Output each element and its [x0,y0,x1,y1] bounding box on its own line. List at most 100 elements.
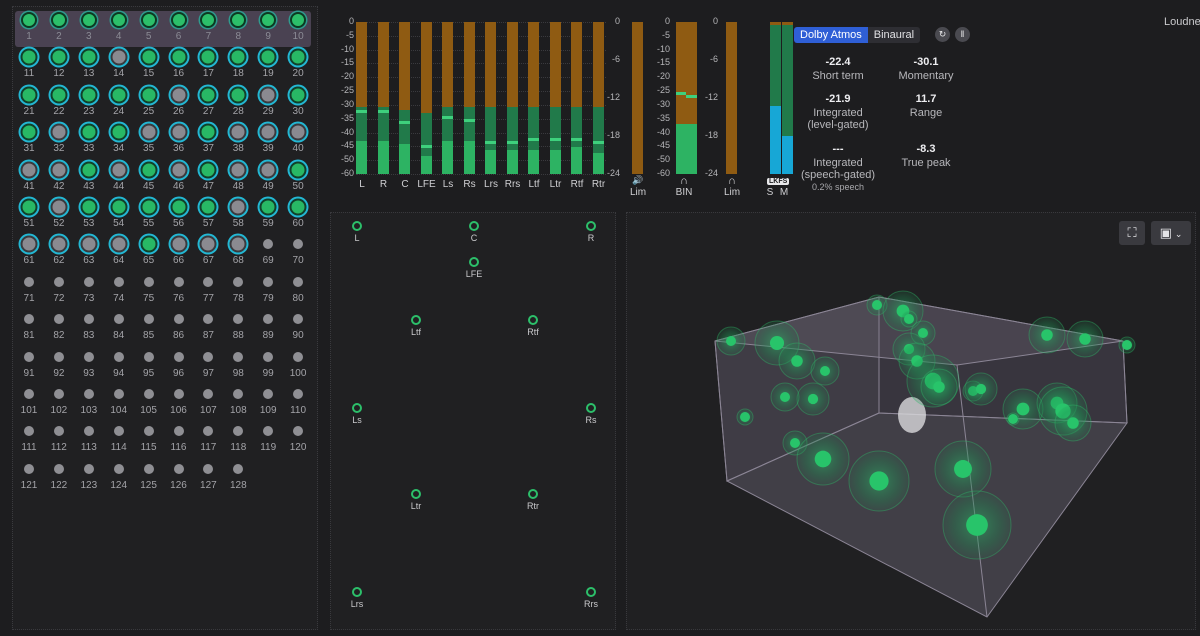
pause-icon[interactable]: ‖ [955,27,970,42]
object-23[interactable]: 23 [74,86,104,117]
object-17[interactable]: 17 [193,48,223,79]
object-79[interactable]: 79 [253,274,283,304]
object-107[interactable]: 107 [193,386,223,416]
object-75[interactable]: 75 [134,274,164,304]
object-108[interactable]: 108 [223,386,253,416]
object-84[interactable]: 84 [104,311,134,341]
object-25[interactable]: 25 [134,86,164,117]
object-125[interactable]: 125 [134,461,164,491]
object-90[interactable]: 90 [283,311,313,341]
object-46[interactable]: 46 [164,161,194,192]
object-111[interactable]: 111 [14,423,44,453]
object-18[interactable]: 18 [223,48,253,79]
object-62[interactable]: 62 [44,235,74,266]
object-20[interactable]: 20 [283,48,313,79]
object-87[interactable]: 87 [193,311,223,341]
object-128[interactable]: 128 [223,461,253,491]
loudness-mode-switch[interactable]: Dolby Atmos Binaural [794,27,921,43]
object-sphere[interactable] [954,460,972,478]
object-50[interactable]: 50 [283,161,313,192]
object-110[interactable]: 110 [283,386,313,416]
object-52[interactable]: 52 [44,198,74,229]
object-63[interactable]: 63 [74,235,104,266]
object-39[interactable]: 39 [253,123,283,154]
object-86[interactable]: 86 [164,311,194,341]
object-59[interactable]: 59 [253,198,283,229]
object-sphere[interactable] [1016,402,1030,416]
speaker-rs[interactable]: Rs [577,403,605,427]
object-8[interactable]: 8 [223,12,253,42]
object-106[interactable]: 106 [164,386,194,416]
object-sphere[interactable] [807,393,819,405]
object-4[interactable]: 4 [104,12,134,42]
object-16[interactable]: 16 [164,48,194,79]
object-123[interactable]: 123 [74,461,104,491]
object-27[interactable]: 27 [193,86,223,117]
speaker-l[interactable]: L [343,221,371,245]
object-109[interactable]: 109 [253,386,283,416]
object-115[interactable]: 115 [134,423,164,453]
object-73[interactable]: 73 [74,274,104,304]
object-48[interactable]: 48 [223,161,253,192]
object-28[interactable]: 28 [223,86,253,117]
object-31[interactable]: 31 [14,123,44,154]
object-82[interactable]: 82 [44,311,74,341]
3d-scene[interactable] [627,213,1197,631]
object-47[interactable]: 47 [193,161,223,192]
object-33[interactable]: 33 [74,123,104,154]
object-7[interactable]: 7 [193,12,223,42]
object-70[interactable]: 70 [283,236,313,266]
speaker-rrs[interactable]: Rrs [577,587,605,611]
speaker-c[interactable]: C [460,221,488,245]
mode-binaural-button[interactable]: Binaural [867,27,921,43]
object-sphere[interactable] [1041,329,1053,341]
object-71[interactable]: 71 [14,274,44,304]
object-2[interactable]: 2 [44,12,74,42]
object-sphere[interactable] [740,412,750,422]
object-93[interactable]: 93 [74,349,104,379]
object-sphere[interactable] [726,336,736,346]
object-103[interactable]: 103 [74,386,104,416]
object-118[interactable]: 118 [223,423,253,453]
object-19[interactable]: 19 [253,48,283,79]
speaker-rtr[interactable]: Rtr [519,489,547,513]
object-56[interactable]: 56 [164,198,194,229]
speaker-ltf[interactable]: Ltf [402,315,430,339]
object-99[interactable]: 99 [253,349,283,379]
object-113[interactable]: 113 [74,423,104,453]
object-sphere[interactable] [1079,333,1091,345]
object-57[interactable]: 57 [193,198,223,229]
object-3[interactable]: 3 [74,12,104,42]
object-66[interactable]: 66 [164,235,194,266]
object-14[interactable]: 14 [104,48,134,79]
object-sphere[interactable] [1067,417,1079,429]
object-1[interactable]: 1 [14,12,44,42]
object-10[interactable]: 10 [283,12,313,42]
object-116[interactable]: 116 [164,423,194,453]
room-3d-view[interactable]: ⛶ ▣ ⌄ [626,212,1196,630]
object-sphere[interactable] [933,381,945,393]
object-54[interactable]: 54 [104,198,134,229]
object-sphere[interactable] [869,471,889,491]
object-122[interactable]: 122 [44,461,74,491]
object-94[interactable]: 94 [104,349,134,379]
object-sphere[interactable] [769,335,785,351]
object-sphere[interactable] [790,438,800,448]
object-61[interactable]: 61 [14,235,44,266]
object-37[interactable]: 37 [193,123,223,154]
object-sphere[interactable] [966,514,988,536]
object-126[interactable]: 126 [164,461,194,491]
object-95[interactable]: 95 [134,349,164,379]
object-30[interactable]: 30 [283,86,313,117]
object-36[interactable]: 36 [164,123,194,154]
object-12[interactable]: 12 [44,48,74,79]
mode-dolby-atmos-button[interactable]: Dolby Atmos [794,27,868,43]
object-117[interactable]: 117 [193,423,223,453]
object-sphere[interactable] [820,366,830,376]
object-sphere[interactable] [1008,414,1018,424]
object-44[interactable]: 44 [104,161,134,192]
object-21[interactable]: 21 [14,86,44,117]
object-53[interactable]: 53 [74,198,104,229]
object-43[interactable]: 43 [74,161,104,192]
object-22[interactable]: 22 [44,86,74,117]
